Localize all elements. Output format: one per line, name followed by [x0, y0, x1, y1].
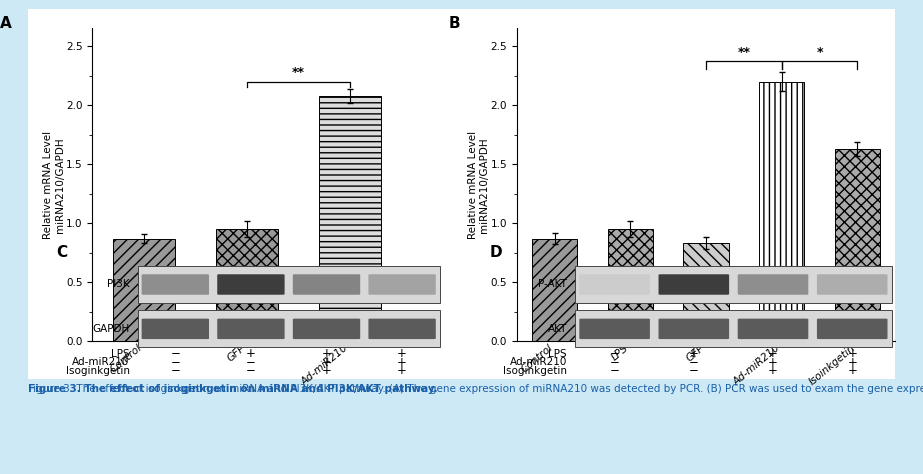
Text: D: D: [490, 245, 502, 260]
FancyBboxPatch shape: [217, 274, 284, 295]
Text: +: +: [321, 364, 331, 377]
Text: −: −: [246, 364, 256, 377]
Text: −: −: [246, 356, 256, 369]
FancyBboxPatch shape: [580, 319, 650, 339]
Bar: [683, 243, 729, 341]
Text: A: A: [0, 16, 11, 31]
Text: −: −: [171, 356, 180, 369]
Text: +: +: [321, 347, 331, 360]
FancyBboxPatch shape: [580, 274, 650, 295]
Text: P-AKT: P-AKT: [538, 280, 567, 290]
Text: +: +: [768, 364, 778, 377]
Text: −: −: [689, 364, 699, 377]
FancyBboxPatch shape: [817, 319, 888, 339]
Text: LPS: LPS: [111, 348, 130, 358]
Text: −: −: [171, 364, 180, 377]
FancyBboxPatch shape: [737, 319, 809, 339]
Text: +: +: [397, 356, 407, 369]
Text: −: −: [610, 347, 619, 360]
Bar: [834, 149, 881, 341]
Text: Ad-miR210: Ad-miR210: [72, 357, 130, 367]
Text: +: +: [768, 347, 778, 360]
Text: Isoginkgetin: Isoginkgetin: [66, 366, 130, 376]
FancyBboxPatch shape: [737, 274, 809, 295]
FancyBboxPatch shape: [368, 274, 436, 295]
Text: −: −: [171, 347, 180, 360]
Text: +: +: [689, 347, 699, 360]
Text: LPS: LPS: [548, 348, 567, 358]
Bar: [138, 310, 440, 347]
Text: +: +: [768, 356, 778, 369]
Bar: [113, 238, 174, 341]
Bar: [607, 229, 653, 341]
Text: +: +: [397, 364, 407, 377]
FancyBboxPatch shape: [817, 274, 888, 295]
Text: −: −: [610, 364, 619, 377]
Text: PI3K: PI3K: [107, 280, 130, 290]
Bar: [216, 229, 278, 341]
FancyBboxPatch shape: [293, 274, 360, 295]
Text: +: +: [847, 347, 857, 360]
FancyBboxPatch shape: [658, 274, 729, 295]
Bar: [575, 266, 892, 303]
Text: B: B: [449, 16, 461, 31]
Text: C: C: [56, 245, 67, 260]
Bar: [759, 82, 805, 341]
Bar: [138, 266, 440, 303]
Text: +: +: [321, 356, 331, 369]
Text: **: **: [292, 66, 305, 79]
Text: −: −: [689, 356, 699, 369]
Text: **: **: [737, 46, 750, 59]
Text: *: *: [816, 46, 823, 59]
Text: Isoginkgetin: Isoginkgetin: [503, 366, 567, 376]
Text: −: −: [610, 356, 619, 369]
Text: Ad-miR210: Ad-miR210: [509, 357, 567, 367]
Bar: [575, 310, 892, 347]
Text: +: +: [397, 347, 407, 360]
Text: +: +: [847, 356, 857, 369]
Y-axis label: Relative mRNA Level
miRNA210/GAPDH: Relative mRNA Level miRNA210/GAPDH: [468, 131, 489, 239]
Text: +: +: [847, 364, 857, 377]
FancyBboxPatch shape: [217, 319, 284, 339]
Bar: [319, 96, 381, 341]
Text: +: +: [246, 347, 256, 360]
Text: Figure 3. The effect of isoginkgetin on miRNA and PI3K/AKT pathway. (A) The gene: Figure 3. The effect of isoginkgetin on …: [28, 384, 923, 394]
FancyBboxPatch shape: [658, 319, 729, 339]
FancyBboxPatch shape: [141, 274, 209, 295]
FancyBboxPatch shape: [141, 319, 209, 339]
Y-axis label: Relative mRNA Level
miRNA210/GAPDH: Relative mRNA Level miRNA210/GAPDH: [43, 131, 65, 239]
Bar: [532, 238, 578, 341]
FancyBboxPatch shape: [368, 319, 436, 339]
Text: AKT: AKT: [547, 324, 567, 334]
Text: Figure 3. The effect of isoginkgetin on miRNA and PI3K/AKT pathway.: Figure 3. The effect of isoginkgetin on …: [28, 384, 438, 394]
FancyBboxPatch shape: [293, 319, 360, 339]
Text: GAPDH: GAPDH: [92, 324, 130, 334]
